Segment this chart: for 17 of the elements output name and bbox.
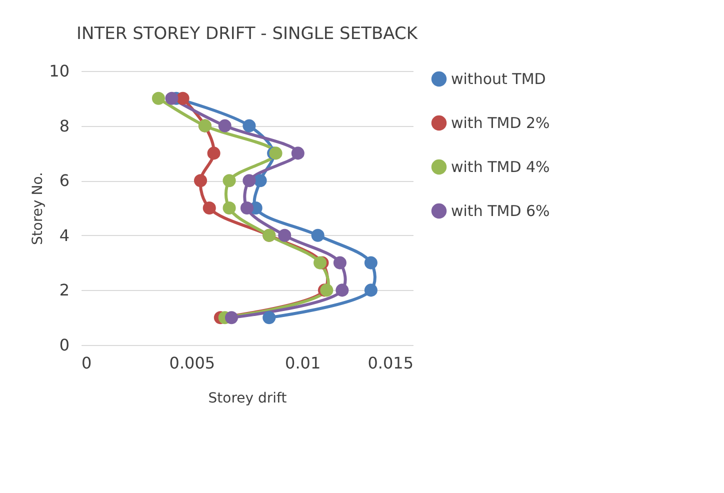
y-tick-label: 8 xyxy=(59,116,70,136)
y-tick-label: 10 xyxy=(49,62,70,80)
y-tick-label: 6 xyxy=(59,171,70,190)
x-tick-label: 0.015 xyxy=(368,354,414,372)
legend-label: with TMD 6% xyxy=(451,202,550,220)
y-tick-label: 2 xyxy=(59,280,70,300)
legend-label: with TMD 2% xyxy=(451,114,550,132)
x-tick-label: 0.01 xyxy=(285,354,321,372)
y-axis-title: Storey No. xyxy=(30,172,46,245)
y-tick-label: 4 xyxy=(59,226,70,245)
x-tick-label: 0.005 xyxy=(169,354,216,372)
x-axis-title: Storey drift xyxy=(208,390,288,406)
y-tick-label: 0 xyxy=(59,336,70,354)
x-tick-label: 0 xyxy=(82,354,92,372)
legend-label: without TMD xyxy=(451,70,546,88)
legend-label: with TMD 4% xyxy=(451,158,550,176)
chart-title: INTER STOREY DRIFT - SINGLE SETBACK xyxy=(76,24,418,44)
